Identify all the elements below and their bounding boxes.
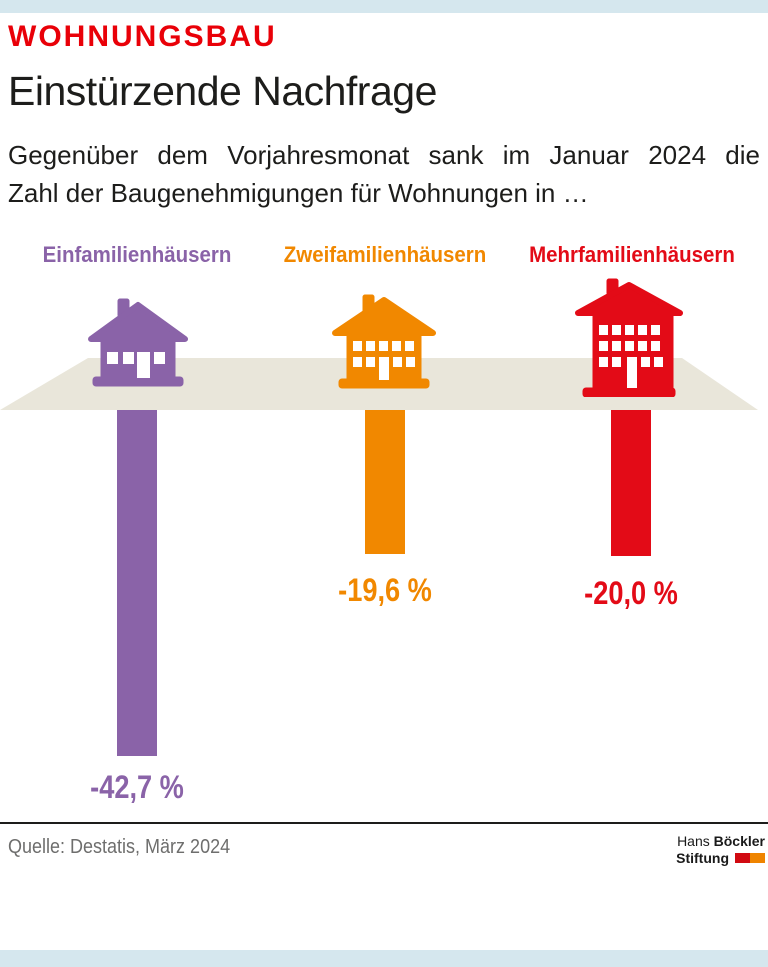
two-family-house-icon	[332, 294, 436, 389]
intro-line-1: Gegenüber dem Vorjahresmonat sank im Jan…	[8, 140, 760, 170]
bottom-accent-bar	[0, 950, 768, 967]
bar-mehrfamilienhaeuser	[611, 410, 651, 556]
value-label-einfamilienhaeuser: -42,7 %	[90, 769, 184, 805]
page-title: Einstürzende Nachfrage	[8, 68, 437, 114]
bar-zweifamilienhaeuser	[365, 410, 405, 554]
kicker: WOHNUNGSBAU	[8, 20, 277, 53]
single-family-house-icon	[88, 298, 188, 387]
top-accent-bar	[0, 0, 768, 13]
multi-family-house-icon	[575, 278, 683, 397]
logo-hans: Hans	[677, 833, 710, 849]
footer-divider	[0, 822, 768, 824]
hans-boeckler-stiftung-logo: Hans Böckler Stiftung	[676, 833, 765, 867]
category-label-zweifamilienhaeuser: Zweifamilienhäusern	[283, 242, 487, 267]
intro-line-2: Zahl der Baugenehmigungen für Wohnungen …	[8, 178, 589, 208]
logo-line-1: Hans Böckler	[676, 833, 765, 850]
bar-einfamilienhaeuser	[117, 410, 157, 756]
logo-flag-red	[735, 853, 750, 863]
logo-flag-orange	[750, 853, 765, 863]
intro-text: Gegenüber dem Vorjahresmonat sank im Jan…	[8, 136, 760, 212]
logo-flag	[735, 853, 765, 863]
source-text: Quelle: Destatis, März 2024	[8, 836, 231, 858]
category-label-mehrfamilienhaeuser: Mehrfamilienhäusern	[529, 242, 735, 267]
category-label-einfamilienhaeuser: Einfamilienhäusern	[42, 242, 232, 267]
value-label-mehrfamilienhaeuser: -20,0 %	[584, 575, 678, 611]
logo-line-2: Stiftung	[676, 850, 765, 867]
logo-stiftung: Stiftung	[676, 850, 729, 866]
value-label-zweifamilienhaeuser: -19,6 %	[338, 572, 432, 608]
logo-boeckler: Böckler	[713, 833, 765, 849]
